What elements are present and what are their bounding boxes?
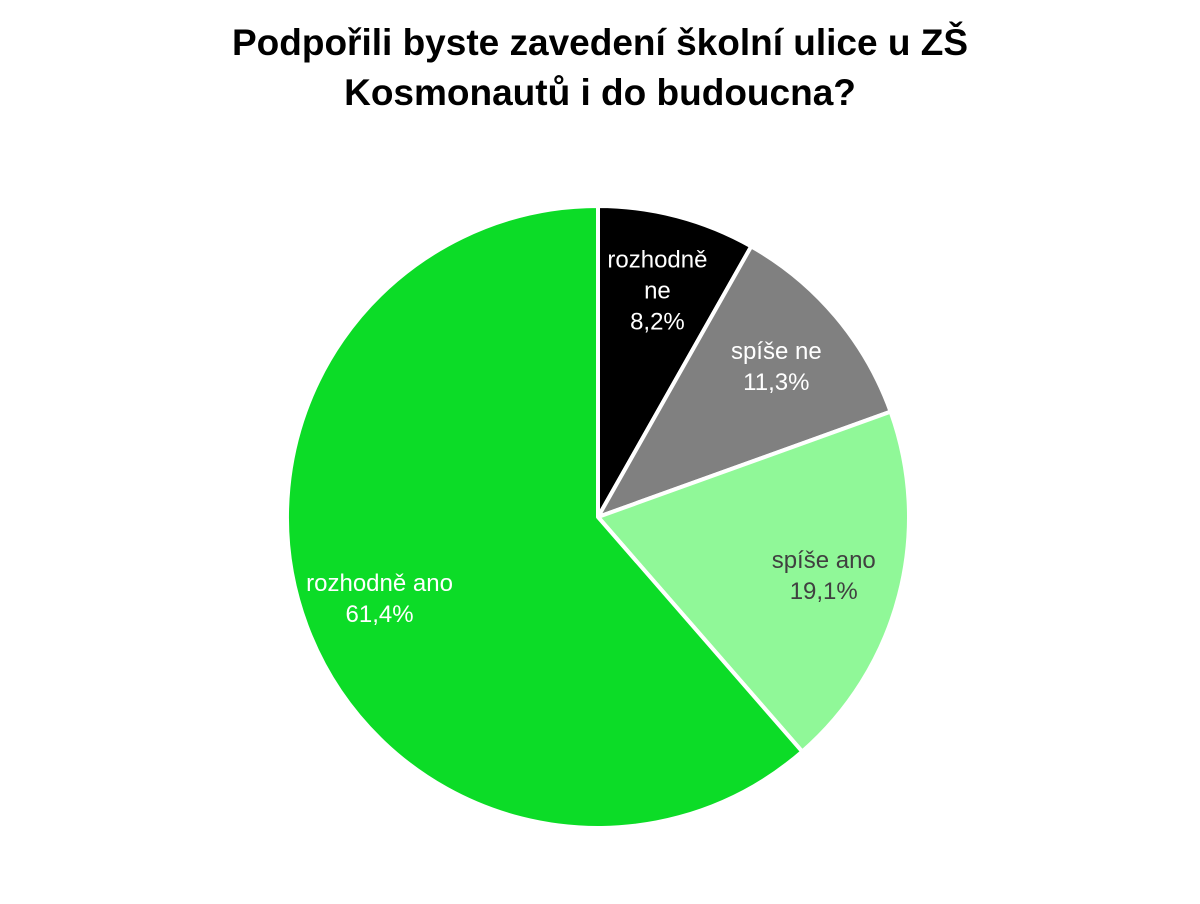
slice-label: rozhodně ano 61,4% <box>306 568 453 630</box>
slice-label: spíše ano 19,1% <box>772 545 876 607</box>
value-label: 61,4% <box>345 600 414 628</box>
category-label: spíše ne <box>730 337 822 365</box>
chart-title: Podpořili byste zavedení školní ulice u … <box>231 22 969 113</box>
category-label: spíše ano <box>771 546 876 574</box>
value-label: 8,2% <box>630 308 685 336</box>
value-label: 11,3% <box>743 368 810 396</box>
category-label: rozhodně ne <box>607 246 708 305</box>
pie-slice <box>596 409 911 754</box>
pie-slice <box>285 204 805 830</box>
category-label: rozhodně ano <box>306 569 453 597</box>
pie-slice <box>596 204 754 519</box>
slice-label: spíše ne 11,3% <box>731 336 822 398</box>
value-label: 19,1% <box>789 577 858 605</box>
pie-slice <box>596 244 893 519</box>
slice-label: rozhodně ne 8,2% <box>598 245 717 338</box>
